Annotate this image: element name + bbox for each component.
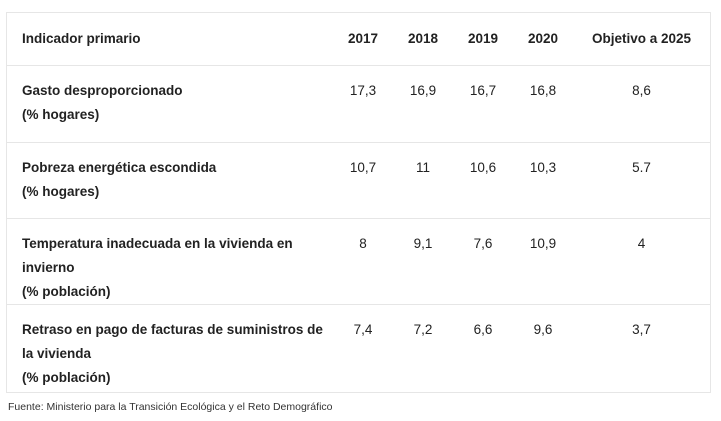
value-2020: 10,3 <box>529 159 557 175</box>
header-2017: 2017 <box>333 13 393 66</box>
indicator-unit: (% hogares) <box>22 183 100 199</box>
table-row: Retraso en pago de facturas de suministr… <box>7 304 710 392</box>
indicator-unit: (% población) <box>22 369 111 385</box>
table-row: Temperatura inadecuada en la vivienda en… <box>7 218 710 304</box>
value-2018: 7,2 <box>413 321 433 337</box>
header-2018: 2018 <box>393 13 453 66</box>
table-row: Gasto desproporcionado (% hogares) 17,3 … <box>7 65 710 142</box>
header-2020: 2020 <box>513 13 573 66</box>
value-2019: 6,6 <box>473 321 493 337</box>
indicator-unit: (% hogares) <box>22 106 100 122</box>
value-2017: 8 <box>359 235 367 251</box>
indicators-table: Indicador primario 2017 2018 2019 2020 O… <box>7 13 710 392</box>
value-2019: 16,7 <box>469 82 497 98</box>
source-note: Fuente: Ministerio para la Transición Ec… <box>8 401 333 413</box>
value-2019: 10,6 <box>469 159 497 175</box>
indicator-cell: Retraso en pago de facturas de suministr… <box>7 304 333 392</box>
value-2017: 7,4 <box>353 321 373 337</box>
value-2018: 11 <box>415 159 430 175</box>
value-2018: 9,1 <box>413 235 433 251</box>
indicator-name: Gasto desproporcionado <box>22 82 183 98</box>
indicator-name: Retraso en pago de facturas de suministr… <box>22 321 323 361</box>
indicator-name: Pobreza energética escondida <box>22 159 217 175</box>
value-2018: 16,9 <box>409 82 437 98</box>
header-2019: 2019 <box>453 13 513 66</box>
value-2020: 16,8 <box>529 82 557 98</box>
value-objetivo-2025: 5.7 <box>632 159 651 175</box>
value-objetivo-2025: 3,7 <box>632 321 651 337</box>
value-2020: 10,9 <box>529 235 557 251</box>
indicator-cell: Temperatura inadecuada en la vivienda en… <box>7 218 333 304</box>
header-objetivo-2025: Objetivo a 2025 <box>573 13 710 66</box>
value-2017: 17,3 <box>349 82 377 98</box>
indicator-cell: Pobreza energética escondida (% hogares) <box>7 142 333 218</box>
indicators-table-container: Indicador primario 2017 2018 2019 2020 O… <box>6 12 711 393</box>
table-row: Pobreza energética escondida (% hogares)… <box>7 142 710 218</box>
value-2017: 10,7 <box>349 159 377 175</box>
table-header-row: Indicador primario 2017 2018 2019 2020 O… <box>7 13 710 66</box>
value-2020: 9,6 <box>533 321 553 337</box>
value-objetivo-2025: 8,6 <box>632 82 651 98</box>
indicator-cell: Gasto desproporcionado (% hogares) <box>7 65 333 142</box>
header-indicator: Indicador primario <box>7 13 333 66</box>
value-2019: 7,6 <box>473 235 493 251</box>
indicator-unit: (% población) <box>22 283 111 299</box>
indicator-name: Temperatura inadecuada en la vivienda en… <box>22 235 293 275</box>
value-objetivo-2025: 4 <box>637 235 646 251</box>
